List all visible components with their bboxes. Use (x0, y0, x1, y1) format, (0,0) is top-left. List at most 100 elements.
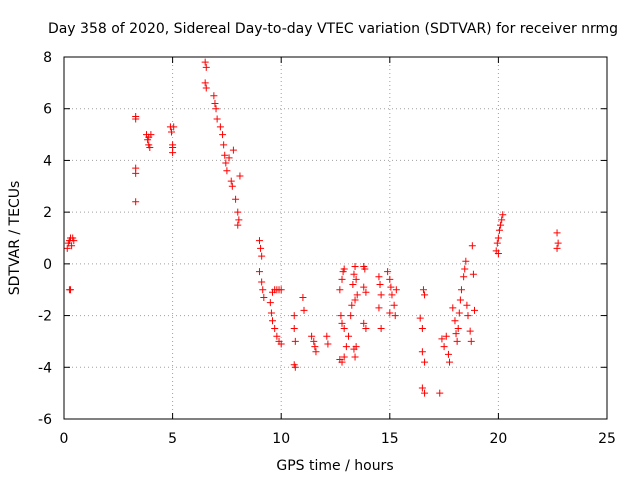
data-point (351, 353, 359, 361)
data-point (229, 146, 237, 154)
data-point (67, 286, 75, 294)
data-point (349, 281, 357, 289)
data-points (63, 58, 562, 397)
data-point (467, 337, 475, 345)
data-point (469, 270, 477, 278)
data-point (308, 332, 316, 340)
x-tick-label: 20 (489, 431, 507, 447)
data-point (323, 332, 331, 340)
data-point (377, 325, 385, 332)
data-point (340, 325, 348, 332)
y-tick-labels: -6 -4 -2 0 2 4 6 8 (38, 50, 52, 428)
data-point (495, 226, 503, 234)
x-tick-label: 5 (168, 431, 177, 447)
data-point (70, 237, 78, 245)
data-point (493, 239, 501, 247)
y-tick-label: -4 (38, 360, 52, 376)
data-point (362, 325, 370, 332)
data-point (338, 275, 346, 283)
data-point (216, 123, 224, 131)
data-point (499, 211, 507, 219)
data-point (222, 159, 230, 167)
data-point (312, 348, 320, 356)
data-point (446, 358, 454, 366)
data-point (169, 144, 177, 151)
data-point (444, 350, 452, 358)
data-point (376, 281, 384, 289)
data-point (461, 265, 469, 273)
data-point (228, 182, 236, 190)
data-point (290, 325, 298, 332)
x-tick-label: 0 (60, 431, 69, 447)
data-point (300, 306, 308, 314)
data-point (449, 304, 457, 312)
data-point (436, 389, 444, 397)
data-point (267, 309, 275, 317)
data-point (351, 296, 359, 304)
data-point (269, 288, 277, 296)
data-point (553, 244, 561, 252)
data-point (451, 317, 459, 325)
data-point (219, 131, 227, 139)
data-point (269, 317, 277, 325)
data-point (463, 301, 471, 309)
data-point (416, 314, 424, 322)
data-point (418, 325, 426, 332)
data-point (464, 312, 472, 320)
data-point (360, 283, 368, 291)
data-point (386, 309, 394, 317)
data-point (277, 340, 285, 348)
data-point (454, 325, 462, 332)
data-point (421, 291, 429, 299)
data-point (223, 167, 231, 175)
data-point (271, 325, 279, 332)
data-point (361, 265, 369, 273)
data-point (457, 286, 465, 294)
data-point (255, 268, 263, 276)
data-point (235, 216, 243, 224)
data-point (418, 348, 426, 356)
data-point (421, 389, 429, 397)
data-point (311, 343, 319, 351)
data-point (170, 123, 178, 131)
y-tick-label: -6 (38, 412, 52, 428)
data-point (418, 384, 426, 392)
data-point (494, 234, 502, 242)
data-point (391, 312, 399, 320)
data-point (132, 198, 140, 206)
y-axis-label: SDTVAR / TECUs (7, 181, 23, 296)
data-point (210, 92, 218, 100)
data-point (350, 270, 358, 278)
data-point (340, 265, 348, 273)
data-point (553, 229, 561, 237)
data-point (338, 319, 346, 327)
data-point (236, 172, 244, 180)
data-point (554, 239, 562, 247)
data-point (390, 301, 398, 309)
data-point (273, 332, 281, 340)
data-point (494, 250, 502, 258)
data-point (63, 244, 71, 252)
data-point (212, 105, 220, 113)
data-point (211, 100, 219, 108)
data-point (336, 286, 344, 294)
chart-title: Day 358 of 2020, Sidereal Day-to-day VTE… (48, 21, 618, 37)
data-point (352, 343, 360, 351)
data-point (345, 332, 353, 340)
data-point (460, 273, 468, 281)
data-point (257, 244, 265, 252)
data-point (440, 343, 448, 351)
x-tick-label: 15 (381, 431, 399, 447)
data-point (455, 309, 463, 317)
data-point (234, 208, 242, 216)
data-point (168, 128, 176, 136)
data-point (146, 144, 154, 151)
data-point (352, 275, 360, 283)
data-point (342, 343, 350, 351)
data-point (201, 58, 209, 66)
data-point (392, 286, 400, 294)
x-tick-label: 25 (598, 431, 616, 447)
data-point (462, 257, 470, 265)
data-point (453, 337, 461, 345)
